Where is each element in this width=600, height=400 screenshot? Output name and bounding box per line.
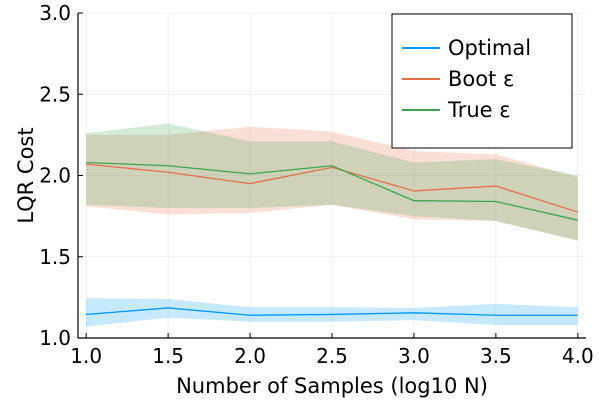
band-true (86, 123, 578, 241)
y-tick-label: 1.0 (39, 326, 71, 350)
y-tick-label: 2.5 (39, 82, 71, 106)
line-optimal (86, 307, 578, 316)
legend-label-boot: Boot ε (448, 67, 514, 91)
line-true (86, 161, 578, 221)
x-axis-title: Number of Samples (log10 N) (176, 374, 488, 398)
legend-label-optimal: Optimal (448, 36, 531, 60)
axes (77, 12, 586, 339)
series-lines (86, 161, 579, 316)
tick-labels: 1.0 1.5 2.0 2.5 3.0 3.5 4.0 1.0 1.5 2.0 2.5 3.0 (39, 1, 594, 368)
x-tick-label: 3.5 (480, 344, 512, 368)
y-axis-title: LQR Cost (14, 127, 38, 223)
y-tick-label: 3.0 (39, 1, 71, 25)
x-tick-label: 1.5 (152, 344, 184, 368)
legend: Optimal Boot ε True ε (391, 13, 573, 149)
x-tick-label: 2.0 (234, 344, 266, 368)
legend-label-true: True ε (447, 98, 511, 122)
confidence-bands (86, 123, 578, 327)
band-boot (86, 126, 578, 241)
x-tick-label: 3.0 (398, 344, 430, 368)
y-tick-label: 1.5 (39, 245, 71, 269)
band-optimal (86, 298, 578, 327)
x-tick-label: 1.0 (70, 344, 102, 368)
y-tick-label: 2.0 (39, 164, 71, 188)
legend-box (391, 13, 573, 149)
line-boot (86, 163, 579, 213)
x-tick-label: 2.5 (316, 344, 348, 368)
x-tick-label: 4.0 (562, 344, 594, 368)
